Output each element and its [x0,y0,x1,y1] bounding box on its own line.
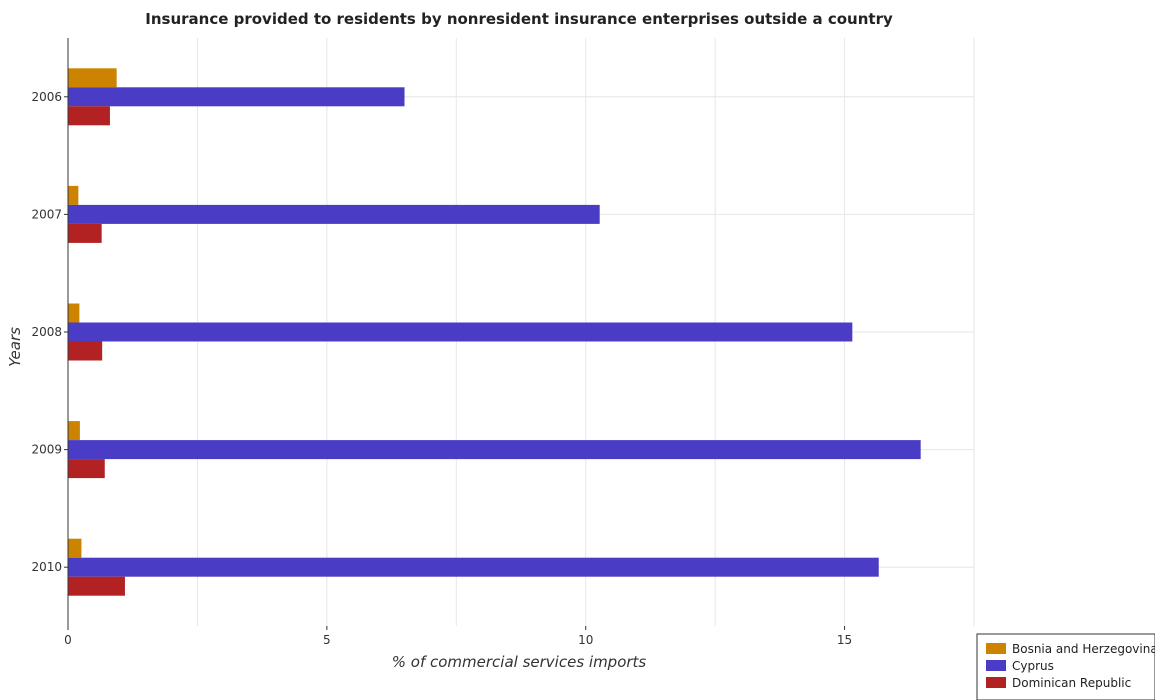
bar [68,106,110,126]
legend-box [976,633,1155,700]
legend-label: Dominican Republic [1012,676,1131,690]
chart-title: Insurance provided to residents by nonre… [145,10,893,28]
y-axis-label: Years [6,327,24,367]
x-tick-label: 10 [578,633,593,647]
plot-area [67,38,975,626]
x-axis-label: % of commercial services imports [392,653,647,671]
y-tick-label: 2007 [31,207,62,221]
y-tick-label: 2008 [31,325,62,339]
bar [68,204,600,224]
bar [68,557,879,577]
bar [68,459,105,479]
bar [68,87,405,107]
bar [68,185,79,205]
bar [68,322,853,342]
legend-label: Cyprus [1012,659,1054,673]
y-axis: 2006 2007 2008 2009 2010 [31,90,68,574]
bar [68,341,103,361]
legend-swatch [986,677,1006,688]
y-tick-label: 2006 [31,90,62,104]
bar [68,68,117,88]
legend: Bosnia and Herzegovina Cyprus Dominican Re… [976,633,1155,700]
bar [68,440,921,460]
bar [68,303,80,323]
bar [68,421,80,441]
legend-label: Bosnia and Herzegovina [1012,642,1155,656]
bar [68,538,82,558]
y-tick-label: 2010 [31,560,62,574]
legend-swatch [986,660,1006,671]
y-tick-label: 2009 [31,443,62,457]
x-axis: 0 5 10 15 [64,626,852,647]
x-tick-label: 0 [64,633,72,647]
x-tick-label: 15 [837,633,852,647]
bar [68,576,125,596]
bar [68,223,102,243]
x-tick-label: 5 [323,633,331,647]
legend-swatch [986,643,1006,654]
